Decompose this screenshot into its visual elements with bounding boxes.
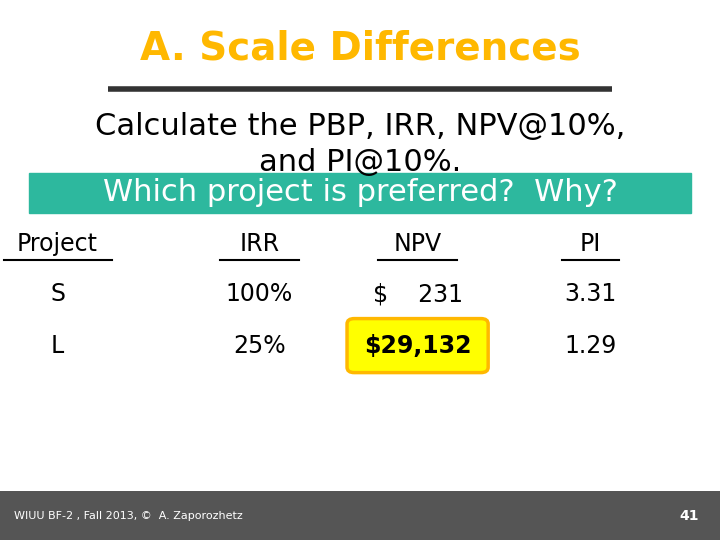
Text: and PI@10%.: and PI@10%. (259, 147, 461, 177)
Text: 41: 41 (679, 509, 698, 523)
Text: 3.31: 3.31 (564, 282, 616, 306)
FancyBboxPatch shape (347, 319, 488, 373)
Text: Which project is preferred?  Why?: Which project is preferred? Why? (102, 178, 618, 207)
Text: 25%: 25% (233, 334, 286, 357)
Text: Calculate the PBP, IRR, NPV@10%,: Calculate the PBP, IRR, NPV@10%, (95, 112, 625, 141)
Text: Project: Project (17, 232, 98, 256)
Text: WIUU BF-2 , Fall 2013, ©  A. Zaporozhetz: WIUU BF-2 , Fall 2013, © A. Zaporozhetz (14, 511, 243, 521)
Text: PI: PI (580, 232, 601, 256)
Text: IRR: IRR (239, 232, 279, 256)
Text: A. Scale Differences: A. Scale Differences (140, 30, 580, 68)
Text: 1.29: 1.29 (564, 334, 616, 357)
Text: $    231: $ 231 (373, 282, 462, 306)
Text: $29,132: $29,132 (364, 334, 472, 357)
Text: L: L (51, 334, 64, 357)
FancyBboxPatch shape (29, 173, 691, 213)
Text: NPV: NPV (394, 232, 441, 256)
FancyBboxPatch shape (0, 491, 720, 540)
Text: S: S (50, 282, 65, 306)
Text: 100%: 100% (225, 282, 293, 306)
